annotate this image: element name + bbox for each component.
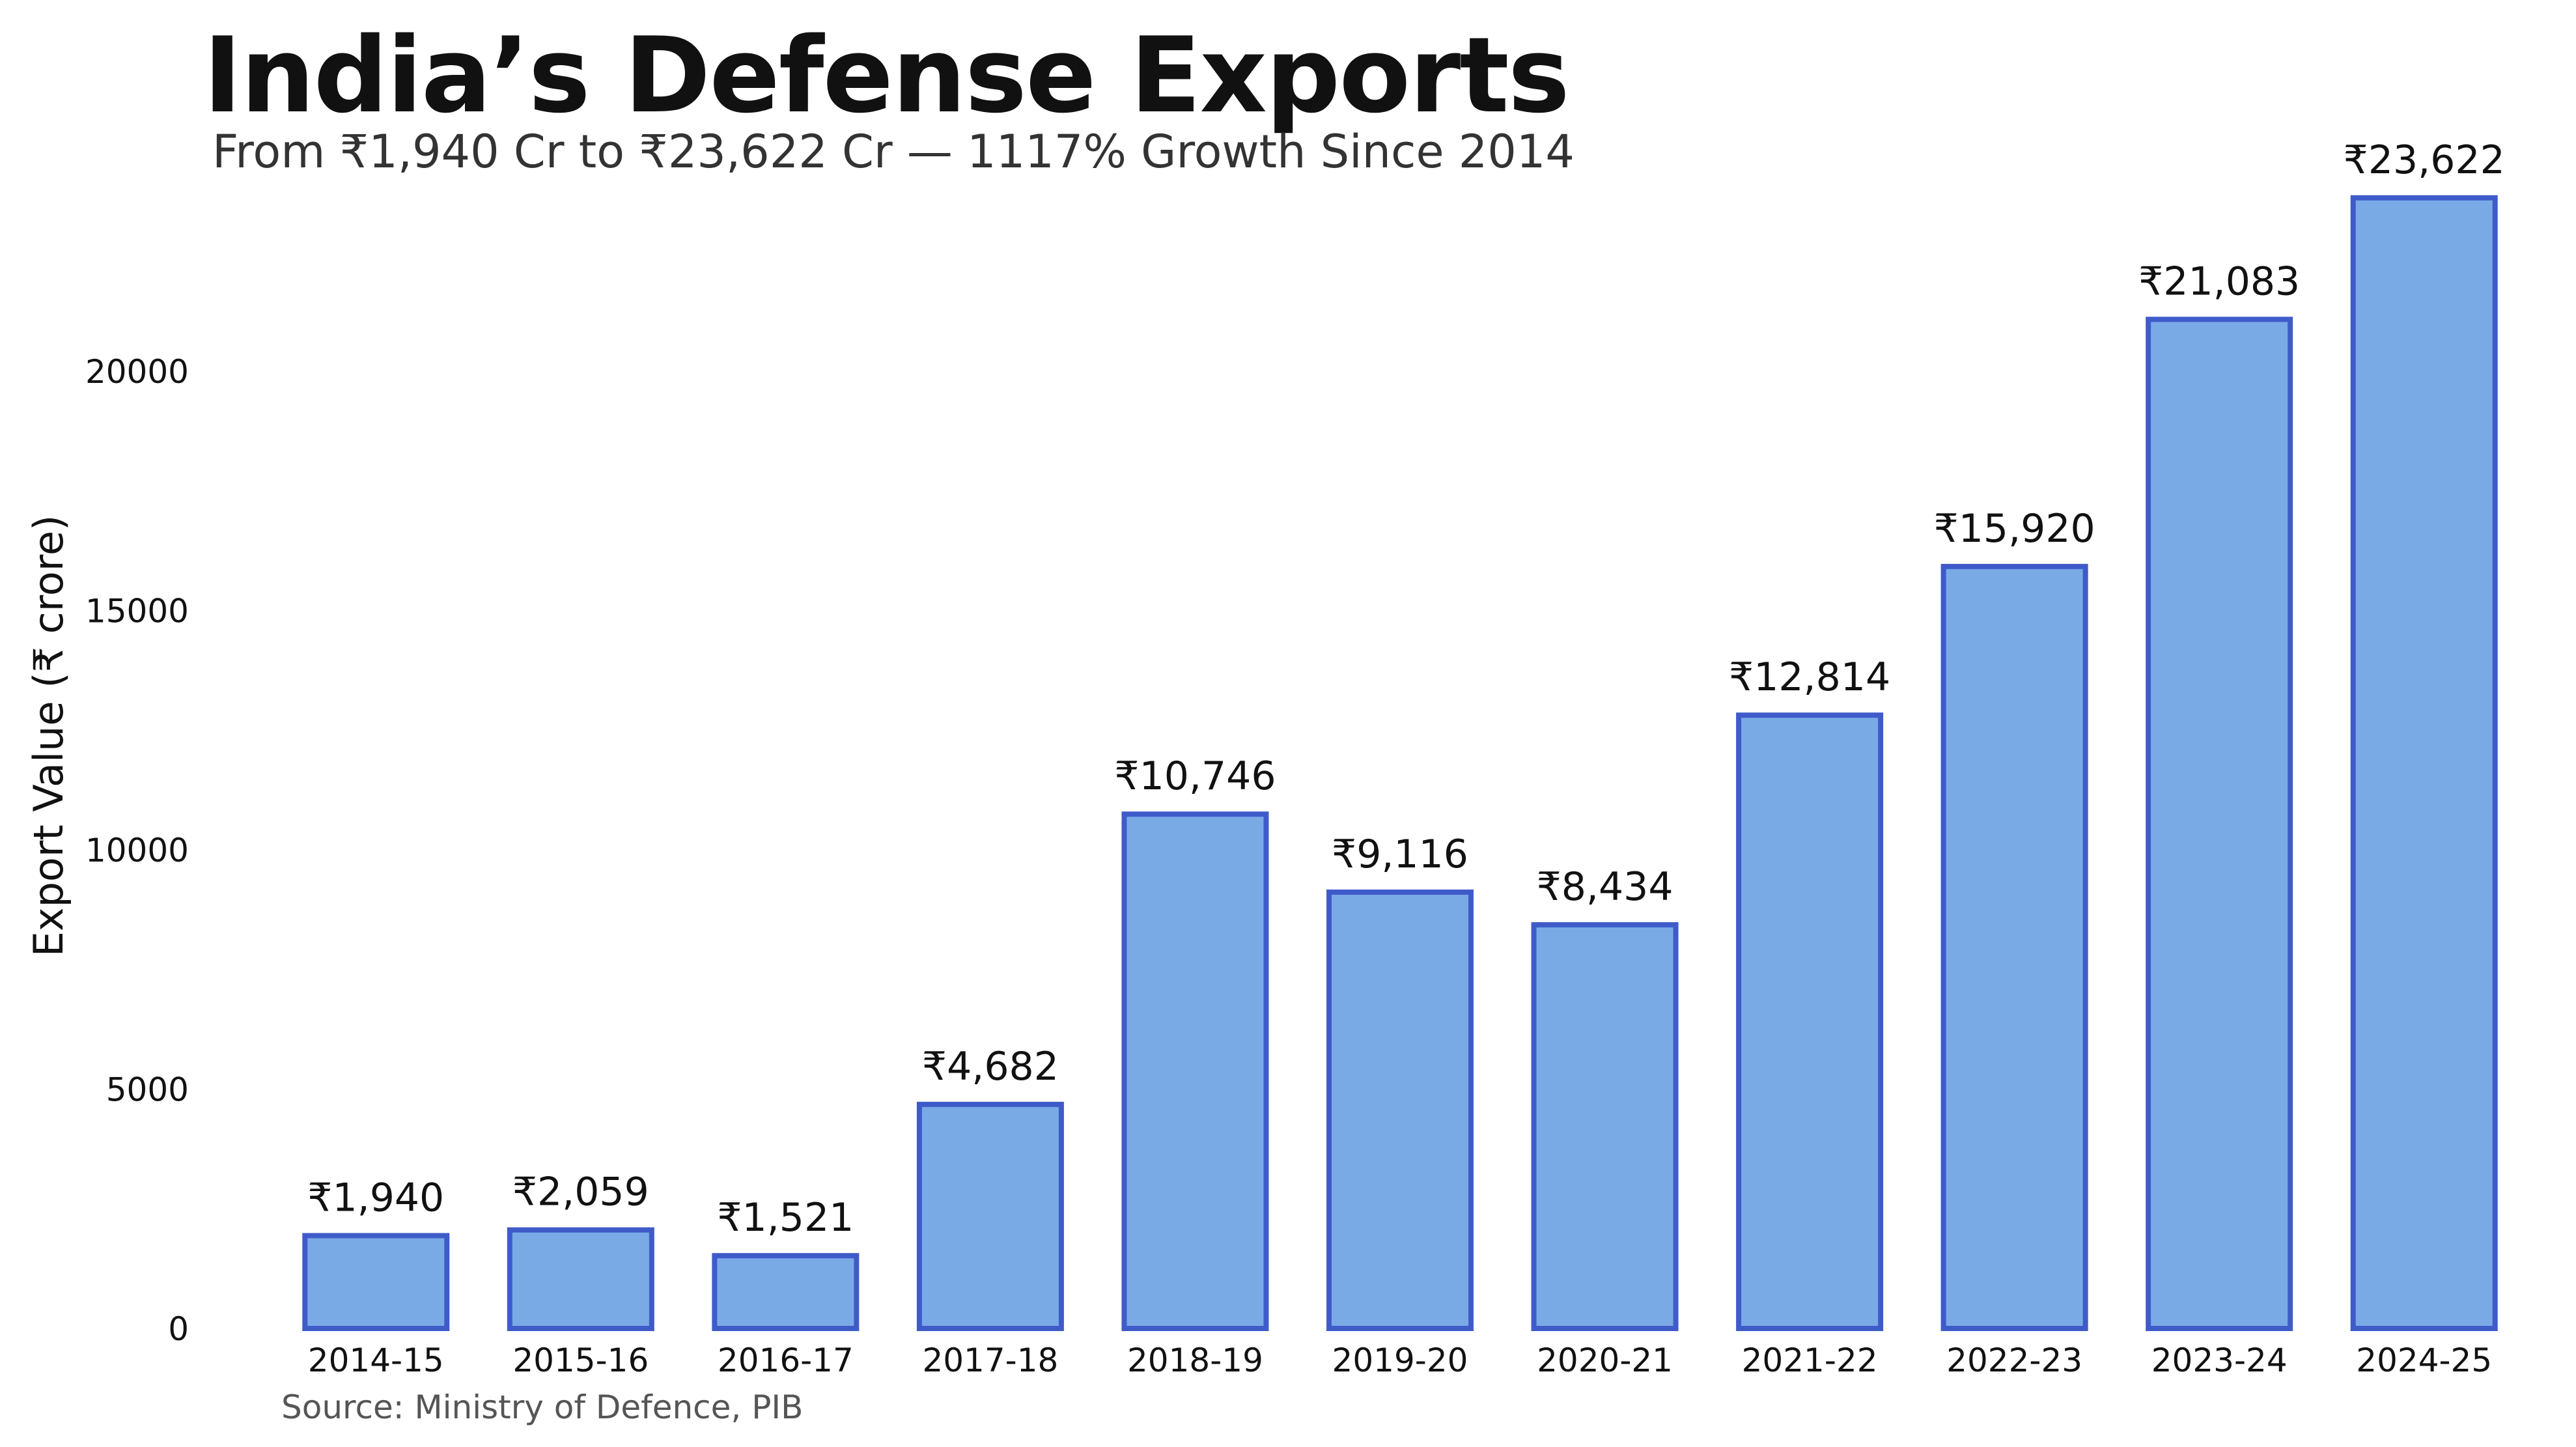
source-note: Source: Ministry of Defence, PIB <box>281 1388 804 1426</box>
data-label: ₹1,521 <box>717 1195 854 1241</box>
data-label: ₹10,746 <box>1114 753 1276 799</box>
bar-2016-17 <box>712 1253 860 1332</box>
y-tick-label: 0 <box>168 1310 189 1348</box>
y-axis-label: Export Value (₹ crore) <box>25 515 72 957</box>
bar-2022-23 <box>1940 563 2088 1331</box>
x-tick-label: 2024-25 <box>2356 1342 2492 1379</box>
bar-2014-15 <box>302 1233 450 1332</box>
x-tick-label: 2020-21 <box>1537 1342 1673 1379</box>
y-tick-label: 10000 <box>85 832 189 869</box>
bar-2019-20 <box>1326 889 1474 1331</box>
data-label: ₹8,434 <box>1537 864 1673 910</box>
data-label: ₹15,920 <box>1934 506 2095 552</box>
y-axis-ticks: 0 5000 10000 15000 20000 <box>85 353 189 1348</box>
bar-2018-19 <box>1121 811 1269 1331</box>
x-tick-label: 2014-15 <box>308 1342 444 1379</box>
x-tick-label: 2018-19 <box>1127 1342 1263 1379</box>
x-tick-label: 2021-22 <box>1742 1342 1878 1379</box>
data-label: ₹2,059 <box>512 1170 649 1215</box>
y-tick-label: 5000 <box>106 1071 189 1109</box>
x-tick-label: 2015-16 <box>512 1342 649 1379</box>
bar-2021-22 <box>1736 712 1884 1331</box>
chart-subtitle: From ₹1,940 Cr to ₹23,622 Cr — 1117% Gro… <box>212 125 1575 178</box>
data-label: ₹12,814 <box>1729 654 1890 700</box>
bar-2015-16 <box>507 1227 654 1331</box>
x-tick-label: 2016-17 <box>718 1342 854 1379</box>
x-tick-label: 2022-23 <box>1946 1342 2082 1379</box>
data-label: ₹4,682 <box>922 1044 1059 1089</box>
bar-2024-25 <box>2350 195 2498 1332</box>
y-tick-label: 20000 <box>85 353 189 391</box>
data-label: ₹23,622 <box>2344 137 2505 183</box>
bar-2023-24 <box>2146 316 2293 1331</box>
data-label: ₹9,116 <box>1332 832 1468 877</box>
data-label: ₹1,940 <box>307 1175 444 1220</box>
bar-2020-21 <box>1531 922 1679 1331</box>
x-tick-label: 2019-20 <box>1332 1342 1468 1379</box>
bars <box>302 195 2498 1332</box>
bar-2017-18 <box>916 1101 1064 1332</box>
chart-title: India’s Defense Exports <box>203 14 1570 136</box>
data-labels: ₹1,940 ₹2,059 ₹1,521 ₹4,682 ₹10,746 ₹9,116 ₹8,… <box>307 137 2504 1241</box>
x-tick-label: 2017-18 <box>922 1342 1058 1379</box>
x-axis-ticks: 2014-15 2015-16 2016-17 2017-18 2018-19 2019-… <box>308 1342 2492 1379</box>
y-tick-label: 15000 <box>85 593 189 630</box>
x-tick-label: 2023-24 <box>2151 1342 2288 1379</box>
data-label: ₹21,083 <box>2138 259 2300 304</box>
